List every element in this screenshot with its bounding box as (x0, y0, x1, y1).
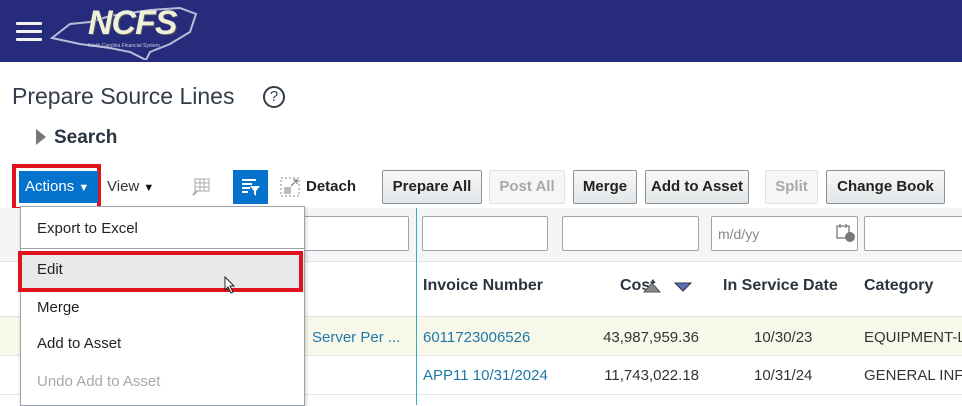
sort-icons[interactable] (643, 280, 695, 294)
category-cell: GENERAL INF (864, 367, 962, 384)
page-title: Prepare Source Lines (12, 83, 235, 109)
header-divider (0, 316, 962, 317)
date-cell: 10/31/24 (754, 367, 813, 384)
description-link[interactable]: Server Per ... (312, 329, 401, 346)
menu-item-undo-add-to-asset[interactable]: Undo Add to Asset (37, 373, 161, 390)
help-icon[interactable]: ? (263, 86, 285, 108)
mouse-cursor-icon (224, 276, 236, 294)
chevron-down-icon: ▼ (143, 182, 155, 194)
split-button[interactable]: Split (765, 170, 818, 204)
actions-menu-button[interactable]: Actions ▼ (19, 171, 98, 203)
menu-item-hover-bg (21, 254, 304, 291)
filter-category[interactable] (864, 216, 962, 251)
calendar-icon[interactable] (835, 222, 857, 244)
detach-icon[interactable] (280, 177, 300, 197)
category-cell: EQUIPMENT-L (864, 329, 962, 346)
menu-item-edit[interactable]: Edit (37, 261, 63, 278)
filter-icon (242, 179, 260, 196)
menu-item-add-to-asset[interactable]: Add to Asset (37, 335, 122, 352)
invoice-link[interactable]: APP11 10/31/2024 (423, 367, 548, 384)
logo-text: NCFS (88, 4, 178, 42)
expand-triangle-icon[interactable] (36, 129, 46, 145)
merge-button[interactable]: Merge (573, 170, 637, 204)
actions-label: Actions (25, 178, 75, 195)
post-all-button[interactable]: Post All (489, 170, 565, 204)
date-placeholder: m/d/yy (718, 226, 760, 242)
menu-item-export-to-excel[interactable]: Export to Excel (37, 220, 138, 237)
menu-item-merge[interactable]: Merge (37, 299, 80, 316)
column-header-invoice-number[interactable]: Invoice Number (423, 277, 544, 294)
filter-cost[interactable] (562, 216, 699, 251)
prepare-all-button[interactable]: Prepare All (382, 170, 482, 204)
table-row[interactable]: APP11 10/31/2024 11,743,022.18 10/31/24 … (0, 356, 962, 395)
actions-dropdown-menu (20, 206, 305, 406)
logo-subtitle: North Carolina Financial System (88, 43, 160, 49)
menu-divider (21, 248, 304, 249)
search-section-toggle[interactable]: Search (54, 127, 118, 148)
date-cell: 10/30/23 (754, 329, 813, 346)
filter-in-service-date[interactable]: m/d/yy (711, 216, 858, 251)
highlight-box-edit (18, 251, 303, 292)
nc-state-outline-logo (50, 6, 198, 60)
invoice-link[interactable]: 6011723006526 (423, 329, 531, 346)
freeze-columns-icon[interactable] (191, 177, 211, 197)
cost-cell: 11,743,022.18 (604, 367, 699, 384)
app-header: NCFS North Carolina Financial System (0, 0, 962, 62)
query-by-example-button[interactable] (233, 170, 268, 204)
filter-input[interactable] (300, 216, 409, 251)
chevron-down-icon: ▼ (78, 182, 90, 194)
cost-cell: 43,987,959.36 (603, 329, 699, 346)
frozen-column-divider (416, 208, 417, 405)
hamburger-menu-icon[interactable] (16, 22, 42, 41)
column-header-in-service-date[interactable]: In Service Date (723, 277, 838, 294)
change-book-button[interactable]: Change Book (826, 170, 945, 204)
filter-invoice-number[interactable] (422, 216, 548, 251)
view-menu-button[interactable]: View ▼ (107, 178, 154, 195)
view-label: View (107, 178, 140, 195)
add-to-asset-button[interactable]: Add to Asset (645, 170, 749, 204)
column-header-category[interactable]: Category (864, 277, 934, 294)
detach-button[interactable]: Detach (306, 178, 357, 195)
